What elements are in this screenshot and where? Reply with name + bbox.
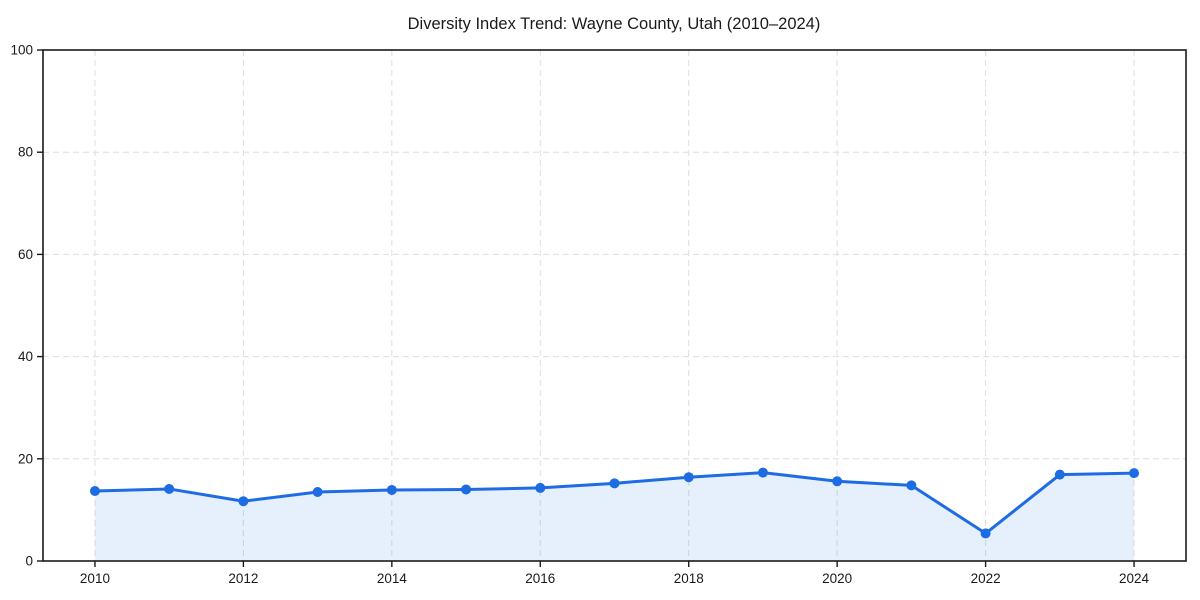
x-tick-label: 2018 [674, 571, 704, 586]
x-tick-label: 2016 [525, 571, 555, 586]
plot-box-spines [42, 49, 1187, 562]
data-layer [89, 467, 1140, 561]
y-tick-label: 60 [18, 247, 33, 262]
data-point-2021 [906, 480, 917, 491]
data-point-2023 [1054, 469, 1065, 480]
y-tick-label: 40 [18, 349, 33, 364]
data-point-2011 [164, 483, 175, 494]
y-tick-label: 80 [18, 145, 33, 160]
y-tick-label: 20 [18, 451, 33, 466]
x-tick-label: 2010 [80, 571, 110, 586]
data-point-2022 [980, 528, 991, 539]
data-point-2013 [312, 487, 323, 498]
data-point-2024 [1129, 468, 1140, 479]
data-point-2014 [386, 484, 397, 495]
y-tick-label: 100 [10, 43, 33, 58]
x-tick-label: 2024 [1119, 571, 1150, 586]
data-point-2016 [535, 482, 546, 493]
data-point-2015 [461, 484, 472, 495]
x-tick-label: 2022 [971, 571, 1001, 586]
chart-title: Diversity Index Trend: Wayne County, Uta… [408, 15, 821, 33]
data-point-2018 [683, 472, 694, 483]
x-tick-label: 2020 [822, 571, 852, 586]
data-point-2010 [89, 485, 100, 496]
x-tick-label: 2014 [377, 571, 408, 586]
data-point-2017 [609, 478, 620, 489]
data-point-2019 [757, 467, 768, 478]
x-tick-label: 2012 [228, 571, 258, 586]
data-point-2020 [832, 476, 843, 487]
y-tick-label: 0 [25, 554, 33, 569]
axes-layer: 2010 2012 2014 2016 2018 2020 2022 2024 0 20 40 60 8… [10, 43, 1187, 586]
area-fill [94, 472, 1135, 561]
data-point-2012 [238, 496, 249, 507]
